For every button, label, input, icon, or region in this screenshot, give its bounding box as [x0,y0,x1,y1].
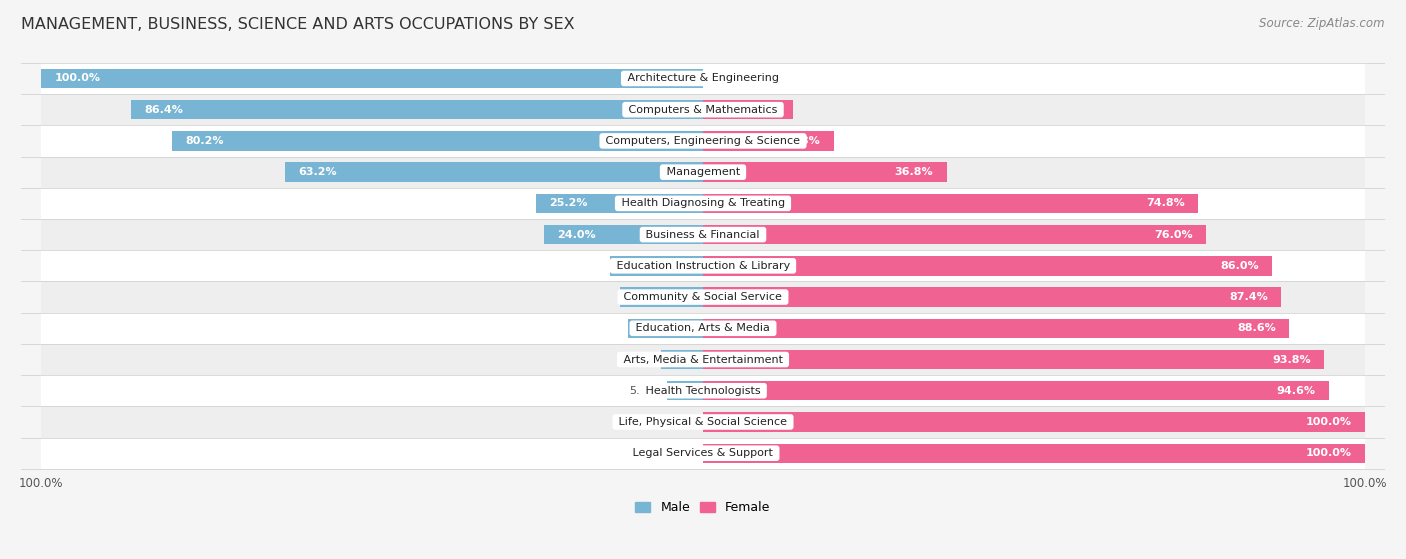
Bar [703,381,1329,400]
Text: 93.8%: 93.8% [1272,354,1310,364]
Bar [41,69,703,88]
Bar [41,281,1365,312]
Text: Computers, Engineering & Science: Computers, Engineering & Science [602,136,804,146]
Text: Community & Social Service: Community & Social Service [620,292,786,302]
Bar [41,219,1365,250]
Bar [41,157,1365,188]
Text: Health Technologists: Health Technologists [643,386,763,396]
Text: 80.2%: 80.2% [186,136,224,146]
Text: 11.4%: 11.4% [641,323,679,333]
Bar [41,406,1365,438]
Bar [41,375,1365,406]
Text: Legal Services & Support: Legal Services & Support [630,448,776,458]
Text: 86.4%: 86.4% [145,105,183,115]
Bar [536,193,703,213]
Text: Education, Arts & Media: Education, Arts & Media [633,323,773,333]
Bar [703,443,1365,463]
Bar [41,125,1365,157]
Text: 5.4%: 5.4% [628,386,658,396]
Bar [703,100,793,120]
Text: 86.0%: 86.0% [1220,261,1258,271]
Bar [41,94,1365,125]
Bar [285,163,703,182]
Text: 100.0%: 100.0% [1306,448,1351,458]
Bar [131,100,703,120]
Text: Health Diagnosing & Treating: Health Diagnosing & Treating [617,198,789,209]
Text: 87.4%: 87.4% [1229,292,1268,302]
Bar [620,287,703,307]
Bar [173,131,703,150]
Bar [610,256,703,276]
Text: Management: Management [662,167,744,177]
Text: 94.6%: 94.6% [1277,386,1316,396]
Bar [627,319,703,338]
Bar [661,350,703,369]
Text: 14.0%: 14.0% [624,261,662,271]
Text: 63.2%: 63.2% [298,167,336,177]
Text: 25.2%: 25.2% [550,198,588,209]
Bar [703,319,1289,338]
Bar [703,413,1365,432]
Legend: Male, Female: Male, Female [630,496,776,519]
Bar [703,193,1198,213]
Bar [703,163,946,182]
Text: Business & Financial: Business & Financial [643,230,763,240]
Bar [41,344,1365,375]
Text: 24.0%: 24.0% [557,230,596,240]
Text: 6.3%: 6.3% [623,354,651,364]
Bar [41,250,1365,281]
Text: 76.0%: 76.0% [1154,230,1192,240]
Text: 0.0%: 0.0% [661,448,690,458]
Text: Education Instruction & Library: Education Instruction & Library [613,261,793,271]
Bar [703,350,1323,369]
Bar [703,131,834,150]
Text: 88.6%: 88.6% [1237,323,1277,333]
Text: MANAGEMENT, BUSINESS, SCIENCE AND ARTS OCCUPATIONS BY SEX: MANAGEMENT, BUSINESS, SCIENCE AND ARTS O… [21,17,575,32]
Bar [41,63,1365,94]
Text: Architecture & Engineering: Architecture & Engineering [624,73,782,83]
Text: Source: ZipAtlas.com: Source: ZipAtlas.com [1260,17,1385,30]
Text: 13.6%: 13.6% [741,105,780,115]
Text: 0.0%: 0.0% [661,417,690,427]
Bar [703,287,1281,307]
Text: 19.8%: 19.8% [782,136,821,146]
Bar [703,225,1206,244]
Bar [41,312,1365,344]
Bar [41,438,1365,469]
Text: Computers & Mathematics: Computers & Mathematics [626,105,780,115]
Text: 74.8%: 74.8% [1146,198,1185,209]
Text: Life, Physical & Social Science: Life, Physical & Social Science [616,417,790,427]
Text: 0.0%: 0.0% [716,73,745,83]
Text: 100.0%: 100.0% [55,73,100,83]
Bar [41,188,1365,219]
Bar [544,225,703,244]
Text: Arts, Media & Entertainment: Arts, Media & Entertainment [620,354,786,364]
Bar [668,381,703,400]
Text: 12.6%: 12.6% [633,292,672,302]
Text: 100.0%: 100.0% [1306,417,1351,427]
Text: 36.8%: 36.8% [894,167,934,177]
Bar [703,256,1272,276]
